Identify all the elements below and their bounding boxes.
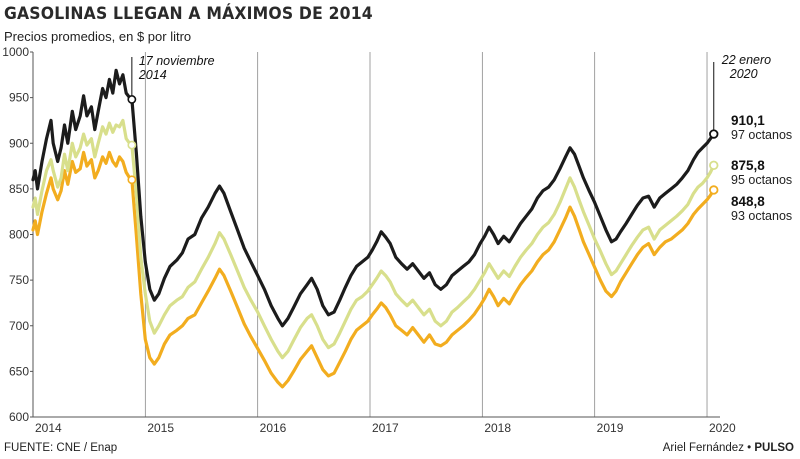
credit-outlet: PULSO [754, 442, 794, 454]
x-tick-label: 2019 [597, 421, 624, 435]
credit-author: Ariel Fernández [662, 442, 744, 454]
x-tick-label: 2020 [709, 421, 736, 435]
series-name-label: 93 octanos [731, 209, 792, 223]
y-tick-label: 600 [9, 410, 29, 424]
end-marker [709, 160, 719, 171]
credit: Ariel Fernández • PULSO [663, 442, 794, 454]
y-tick-label: 850 [9, 182, 29, 196]
annotation-year-label: 2014 [138, 68, 167, 82]
x-tick-label: 2018 [484, 421, 511, 435]
annotation-marker [127, 175, 137, 185]
annotation-marker [127, 95, 137, 104]
end-marker [709, 185, 719, 195]
annotation-marker [127, 140, 137, 150]
chart-subtitle: Precios promedios, en $ por litro [4, 29, 192, 44]
series-name-label: 97 octanos [731, 128, 792, 142]
y-tick-label: 650 [9, 364, 29, 378]
chart-title: GASOLINAS LLEGAN A MÁXIMOS DE 2014 [4, 4, 373, 24]
annotation-date-label: 22 enero [721, 53, 771, 67]
series-line [31, 150, 716, 389]
annotation-date-label: 17 noviembre [139, 54, 215, 68]
credit-separator: • [743, 442, 755, 454]
end-value-label: 848,8 [731, 194, 765, 209]
y-tick-label: 800 [9, 228, 29, 242]
y-tick-label: 950 [9, 91, 29, 105]
end-marker [709, 129, 719, 139]
y-tick-label: 900 [9, 136, 29, 150]
x-tick-label: 2014 [35, 421, 62, 435]
series-line [31, 68, 716, 328]
y-tick-label: 700 [9, 319, 29, 333]
source-note: FUENTE: CNE / Enap [4, 442, 118, 454]
y-tick-label: 750 [9, 273, 29, 287]
y-tick-label: 1000 [2, 45, 29, 59]
end-value-label: 875,8 [731, 158, 765, 173]
x-tick-label: 2016 [260, 421, 287, 435]
annotation-year-label: 2020 [729, 67, 758, 81]
x-tick-label: 2017 [372, 421, 399, 435]
x-tick-label: 2015 [147, 421, 174, 435]
end-value-label: 910,1 [731, 113, 765, 128]
series-line [31, 118, 716, 360]
series-name-label: 95 octanos [731, 173, 792, 187]
